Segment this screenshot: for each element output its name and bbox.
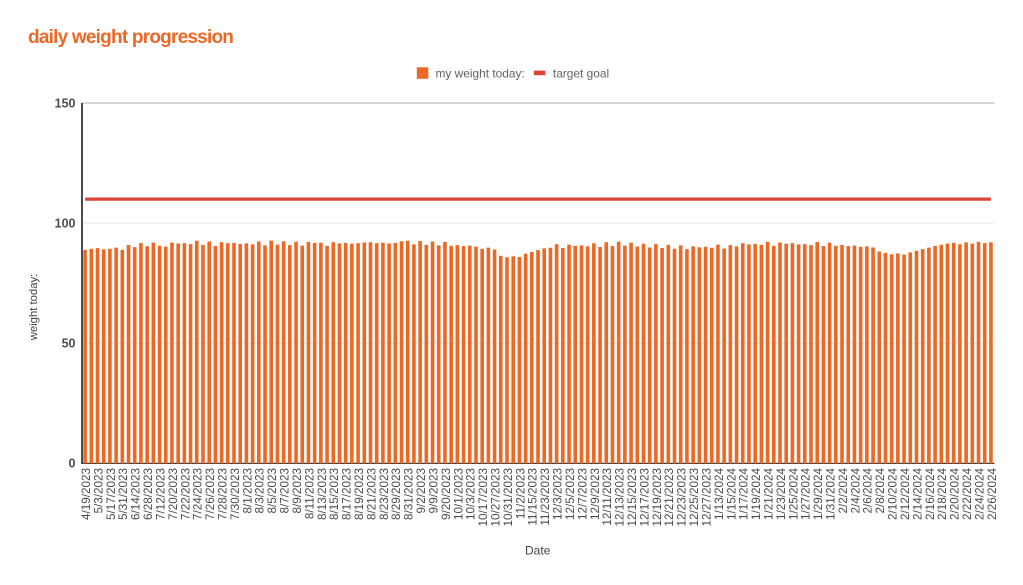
svg-text:8/19/2023: 8/19/2023 [353, 468, 366, 520]
svg-text:8/21/2023: 8/21/2023 [365, 468, 378, 520]
svg-text:target goal: target goal [553, 66, 609, 80]
svg-text:12/3/2023: 12/3/2023 [552, 468, 565, 520]
svg-text:8/9/2023: 8/9/2023 [291, 468, 304, 514]
svg-text:8/7/2023: 8/7/2023 [279, 468, 292, 514]
svg-text:2/20/2024: 2/20/2024 [949, 468, 962, 520]
svg-text:8/5/2023: 8/5/2023 [266, 468, 279, 514]
svg-text:10/31/2023: 10/31/2023 [502, 468, 515, 527]
svg-text:1/29/2024: 1/29/2024 [812, 468, 825, 520]
svg-text:8/1/2023: 8/1/2023 [241, 468, 254, 514]
svg-text:8/23/2023: 8/23/2023 [378, 468, 391, 520]
svg-text:150: 150 [55, 96, 76, 110]
svg-text:5/3/2023: 5/3/2023 [92, 468, 105, 514]
svg-text:4/19/2023: 4/19/2023 [80, 468, 93, 520]
svg-text:12/5/2023: 12/5/2023 [564, 468, 577, 520]
svg-text:12/15/2023: 12/15/2023 [626, 468, 639, 527]
svg-text:10/27/2023: 10/27/2023 [489, 468, 502, 527]
svg-text:12/21/2023: 12/21/2023 [663, 468, 676, 527]
svg-text:7/26/2023: 7/26/2023 [204, 468, 217, 520]
svg-text:7/28/2023: 7/28/2023 [216, 468, 229, 520]
svg-text:9/2/2023: 9/2/2023 [415, 468, 428, 514]
svg-text:8/29/2023: 8/29/2023 [390, 468, 403, 520]
svg-text:8/13/2023: 8/13/2023 [316, 468, 329, 520]
svg-text:2/16/2024: 2/16/2024 [924, 468, 937, 520]
svg-text:6/28/2023: 6/28/2023 [142, 468, 155, 520]
svg-text:100: 100 [55, 216, 76, 230]
svg-text:12/27/2023: 12/27/2023 [700, 468, 713, 527]
svg-text:9/20/2023: 9/20/2023 [440, 468, 453, 520]
svg-text:8/15/2023: 8/15/2023 [328, 468, 341, 520]
svg-text:2/8/2024: 2/8/2024 [874, 468, 887, 514]
svg-text:weight today:: weight today: [28, 274, 40, 342]
svg-text:7/30/2023: 7/30/2023 [229, 468, 242, 520]
svg-text:1/21/2024: 1/21/2024 [762, 468, 775, 520]
svg-text:7/20/2023: 7/20/2023 [167, 468, 180, 520]
svg-text:2/12/2024: 2/12/2024 [899, 468, 912, 520]
svg-text:7/12/2023: 7/12/2023 [154, 468, 167, 520]
svg-text:11/15/2023: 11/15/2023 [527, 468, 540, 526]
svg-text:1/19/2024: 1/19/2024 [750, 468, 763, 520]
svg-text:1/31/2024: 1/31/2024 [825, 468, 838, 520]
svg-text:2/6/2024: 2/6/2024 [862, 468, 875, 514]
svg-text:1/25/2024: 1/25/2024 [787, 468, 800, 520]
svg-text:12/11/2023: 12/11/2023 [601, 468, 614, 526]
svg-text:10/3/2023: 10/3/2023 [465, 468, 478, 520]
svg-text:1/15/2024: 1/15/2024 [725, 468, 738, 520]
svg-text:Date: Date [525, 544, 551, 558]
svg-text:6/14/2023: 6/14/2023 [130, 468, 143, 520]
svg-text:11/2/2023: 11/2/2023 [514, 468, 527, 519]
svg-text:8/11/2023: 8/11/2023 [303, 468, 316, 519]
svg-text:12/9/2023: 12/9/2023 [589, 468, 602, 520]
svg-text:1/27/2024: 1/27/2024 [800, 468, 813, 520]
svg-text:7/22/2023: 7/22/2023 [179, 468, 192, 520]
svg-text:12/25/2023: 12/25/2023 [688, 468, 701, 527]
svg-text:50: 50 [62, 337, 76, 351]
svg-text:2/18/2024: 2/18/2024 [936, 468, 949, 520]
svg-text:2/10/2024: 2/10/2024 [887, 468, 900, 520]
svg-text:2/22/2024: 2/22/2024 [961, 468, 974, 520]
svg-text:9/9/2023: 9/9/2023 [427, 468, 440, 514]
svg-text:8/17/2023: 8/17/2023 [341, 468, 354, 520]
svg-text:my weight today:: my weight today: [436, 66, 525, 80]
svg-text:daily weight progression: daily weight progression [28, 27, 233, 48]
svg-text:12/23/2023: 12/23/2023 [676, 468, 689, 527]
svg-text:5/31/2023: 5/31/2023 [117, 468, 130, 520]
svg-text:8/31/2023: 8/31/2023 [403, 468, 416, 520]
svg-text:12/7/2023: 12/7/2023 [576, 468, 589, 520]
svg-text:2/4/2024: 2/4/2024 [849, 468, 862, 514]
svg-text:1/17/2024: 1/17/2024 [738, 468, 751, 520]
svg-text:2/26/2024: 2/26/2024 [986, 468, 999, 520]
svg-text:10/1/2023: 10/1/2023 [452, 468, 465, 520]
svg-text:12/19/2023: 12/19/2023 [651, 468, 664, 527]
svg-text:12/17/2023: 12/17/2023 [638, 468, 651, 527]
svg-text:2/24/2024: 2/24/2024 [973, 468, 986, 520]
svg-text:2/14/2024: 2/14/2024 [911, 468, 924, 520]
svg-text:11/23/2023: 11/23/2023 [539, 468, 552, 526]
svg-text:2/2/2024: 2/2/2024 [837, 468, 850, 514]
svg-text:1/13/2024: 1/13/2024 [713, 468, 726, 520]
svg-text:8/3/2023: 8/3/2023 [254, 468, 267, 514]
svg-text:5/17/2023: 5/17/2023 [105, 468, 118, 520]
svg-text:7/24/2023: 7/24/2023 [192, 468, 205, 520]
svg-text:12/13/2023: 12/13/2023 [614, 468, 627, 527]
svg-text:10/17/2023: 10/17/2023 [477, 468, 490, 527]
svg-text:0: 0 [69, 457, 76, 471]
svg-text:1/23/2024: 1/23/2024 [775, 468, 788, 520]
